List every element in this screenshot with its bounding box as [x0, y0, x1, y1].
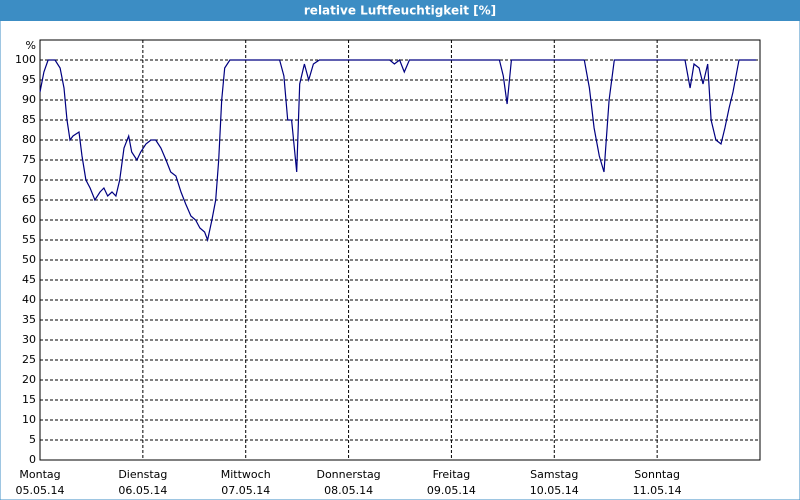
y-tick-label: 55 [22, 233, 36, 246]
x-tick-label: Dienstag [118, 468, 167, 481]
plot-frame [39, 39, 761, 461]
y-tick-label: 80 [22, 133, 36, 146]
y-tick-label: 25 [22, 353, 36, 366]
x-tick-date: 07.05.14 [221, 484, 270, 497]
y-tick-label: 30 [22, 333, 36, 346]
y-tick-label: 35 [22, 313, 36, 326]
x-tick-date: 05.05.14 [16, 484, 65, 497]
y-tick-label: 85 [22, 113, 36, 126]
data-line [39, 59, 757, 243]
y-tick-label: 5 [29, 433, 36, 446]
chart-title: relative Luftfeuchtigkeit [%] [304, 4, 496, 18]
y-tick-label: 0 [29, 453, 36, 466]
x-tick-label: Montag [19, 468, 60, 481]
y-tick-label: 15 [22, 393, 36, 406]
x-tick-date: 09.05.14 [427, 484, 476, 497]
y-tick-label: 45 [22, 273, 36, 286]
y-tick-label: 65 [22, 193, 36, 206]
y-tick-label: 75 [22, 153, 36, 166]
y-tick-label: 70 [22, 173, 36, 186]
y-tick-label: 40 [22, 293, 36, 306]
y-tick-label: 50 [22, 253, 36, 266]
x-tick-date: 06.05.14 [118, 484, 167, 497]
x-tick-date: 11.05.14 [633, 484, 682, 497]
y-tick-label: 10 [22, 413, 36, 426]
y-tick-label: 60 [22, 213, 36, 226]
x-tick-label: Donnerstag [316, 468, 380, 481]
title-bar [0, 0, 800, 21]
y-tick-label: 90 [22, 93, 36, 106]
x-tick-label: Freitag [433, 468, 471, 481]
y-axis-label: % [26, 39, 36, 52]
x-tick-date: 08.05.14 [324, 484, 373, 497]
x-tick-date: 10.05.14 [530, 484, 579, 497]
x-tick-label: Mittwoch [221, 468, 271, 481]
y-tick-label: 100 [15, 53, 36, 66]
y-tick-label: 95 [22, 73, 36, 86]
x-tick-label: Samstag [530, 468, 578, 481]
x-tick-label: Sonntag [634, 468, 680, 481]
y-tick-label: 20 [22, 373, 36, 386]
